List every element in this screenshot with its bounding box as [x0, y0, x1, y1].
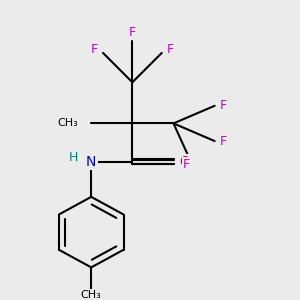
Text: CH₃: CH₃ — [81, 290, 102, 300]
Text: F: F — [219, 134, 226, 148]
Text: F: F — [91, 44, 98, 56]
Text: CH₃: CH₃ — [57, 118, 78, 128]
Text: F: F — [219, 99, 226, 112]
Text: F: F — [129, 26, 136, 39]
Text: O: O — [179, 154, 190, 169]
Text: F: F — [183, 158, 190, 171]
Text: H: H — [69, 151, 78, 164]
Text: N: N — [86, 154, 96, 169]
Text: F: F — [167, 44, 173, 56]
